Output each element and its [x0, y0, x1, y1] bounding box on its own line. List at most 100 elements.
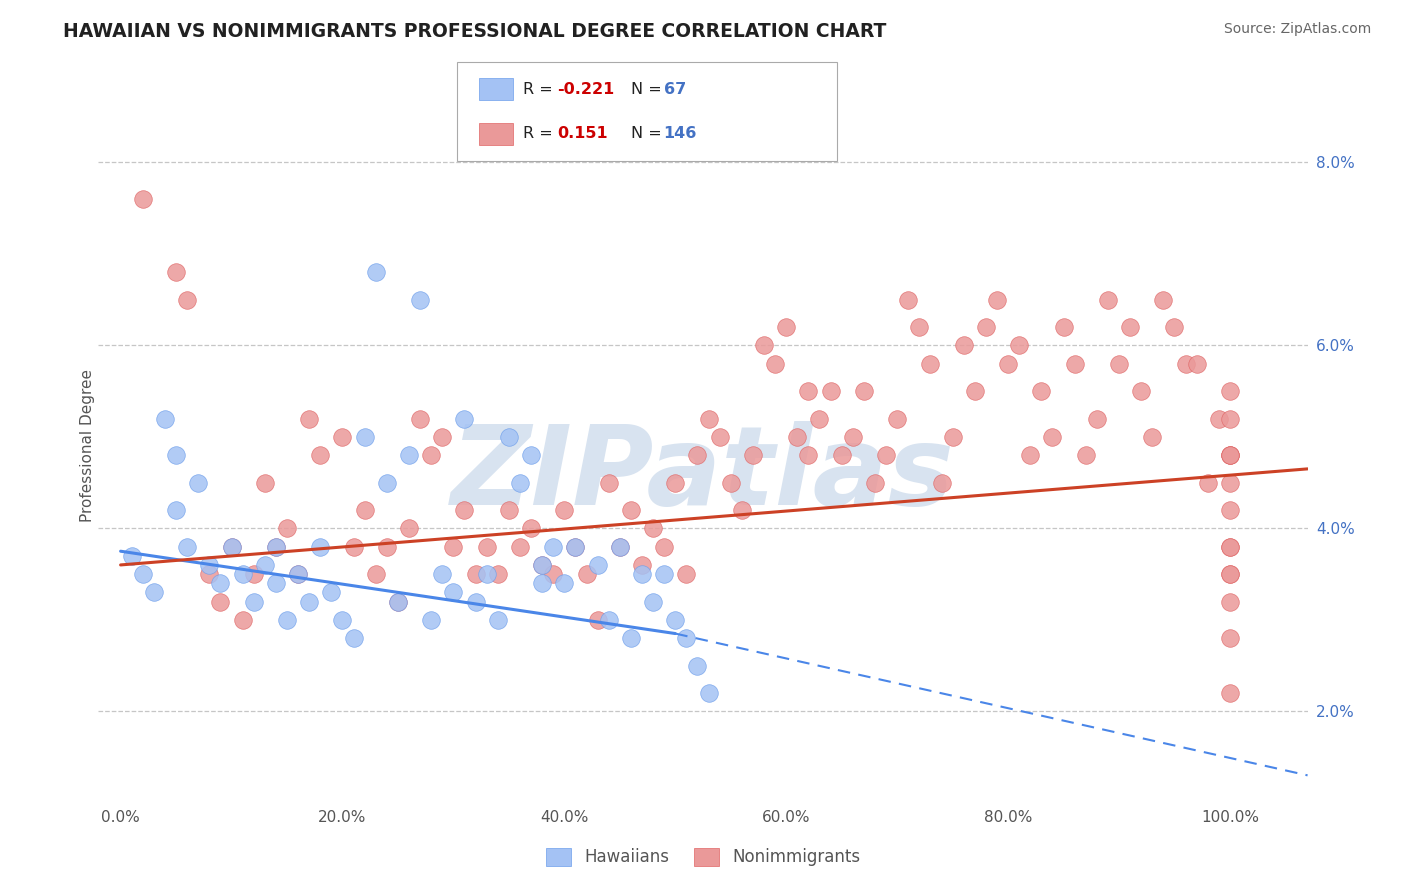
Point	[675, 567, 697, 582]
Point	[1219, 448, 1241, 462]
Point	[652, 567, 675, 582]
Point	[1174, 357, 1197, 371]
Point	[664, 613, 686, 627]
Point	[709, 430, 731, 444]
Point	[1031, 384, 1053, 398]
Text: N =: N =	[631, 127, 668, 141]
Point	[641, 521, 664, 535]
Point	[309, 540, 332, 554]
Point	[641, 594, 664, 608]
Text: R =: R =	[523, 127, 558, 141]
Point	[221, 540, 243, 554]
Point	[1219, 503, 1241, 517]
Point	[820, 384, 842, 398]
Point	[176, 540, 198, 554]
Point	[1219, 631, 1241, 645]
Point	[1219, 567, 1241, 582]
Point	[1219, 411, 1241, 425]
Point	[1219, 384, 1241, 398]
Point	[1130, 384, 1153, 398]
Point	[797, 448, 820, 462]
Point	[253, 558, 276, 572]
Point	[531, 576, 554, 591]
Point	[132, 192, 155, 206]
Point	[209, 576, 232, 591]
Point	[1108, 357, 1130, 371]
Point	[852, 384, 875, 398]
Point	[920, 357, 942, 371]
Point	[486, 613, 509, 627]
Point	[609, 540, 631, 554]
Point	[264, 540, 287, 554]
Point	[1219, 594, 1241, 608]
Point	[432, 430, 454, 444]
Point	[553, 503, 575, 517]
Point	[1219, 540, 1241, 554]
Point	[598, 475, 620, 490]
Point	[1219, 448, 1241, 462]
Point	[453, 411, 475, 425]
Point	[797, 384, 820, 398]
Point	[1197, 475, 1219, 490]
Point	[720, 475, 742, 490]
Point	[609, 540, 631, 554]
Point	[353, 503, 375, 517]
Point	[332, 613, 354, 627]
Point	[387, 594, 409, 608]
Point	[242, 567, 264, 582]
Point	[153, 411, 176, 425]
Point	[541, 540, 564, 554]
Point	[775, 320, 797, 334]
Point	[952, 338, 974, 352]
Point	[287, 567, 309, 582]
Point	[420, 613, 443, 627]
Point	[1219, 686, 1241, 700]
Point	[908, 320, 931, 334]
Point	[620, 631, 643, 645]
Point	[298, 594, 321, 608]
Point	[187, 475, 209, 490]
Point	[142, 585, 165, 599]
Point	[1074, 448, 1097, 462]
Point	[364, 265, 387, 279]
Point	[1097, 293, 1119, 307]
Point	[264, 540, 287, 554]
Point	[375, 475, 398, 490]
Point	[752, 338, 775, 352]
Point	[875, 448, 897, 462]
Point	[1119, 320, 1142, 334]
Point	[464, 594, 486, 608]
Point	[475, 540, 498, 554]
Point	[198, 567, 221, 582]
Y-axis label: Professional Degree: Professional Degree	[80, 369, 94, 523]
Point	[974, 320, 997, 334]
Point	[353, 430, 375, 444]
Point	[675, 631, 697, 645]
Point	[387, 594, 409, 608]
Point	[631, 567, 654, 582]
Point	[520, 448, 543, 462]
Point	[686, 448, 709, 462]
Point	[332, 430, 354, 444]
Point	[509, 540, 531, 554]
Legend: Hawaiians, Nonimmigrants: Hawaiians, Nonimmigrants	[538, 841, 868, 873]
Point	[287, 567, 309, 582]
Point	[486, 567, 509, 582]
Point	[586, 613, 609, 627]
Point	[232, 613, 254, 627]
Point	[742, 448, 765, 462]
Point	[564, 540, 586, 554]
Point	[586, 558, 609, 572]
Text: 0.151: 0.151	[557, 127, 607, 141]
Point	[697, 411, 720, 425]
Point	[375, 540, 398, 554]
Point	[176, 293, 198, 307]
Point	[1042, 430, 1064, 444]
Point	[453, 503, 475, 517]
Point	[808, 411, 831, 425]
Point	[364, 567, 387, 582]
Point	[221, 540, 243, 554]
Point	[986, 293, 1008, 307]
Point	[321, 585, 343, 599]
Point	[132, 567, 155, 582]
